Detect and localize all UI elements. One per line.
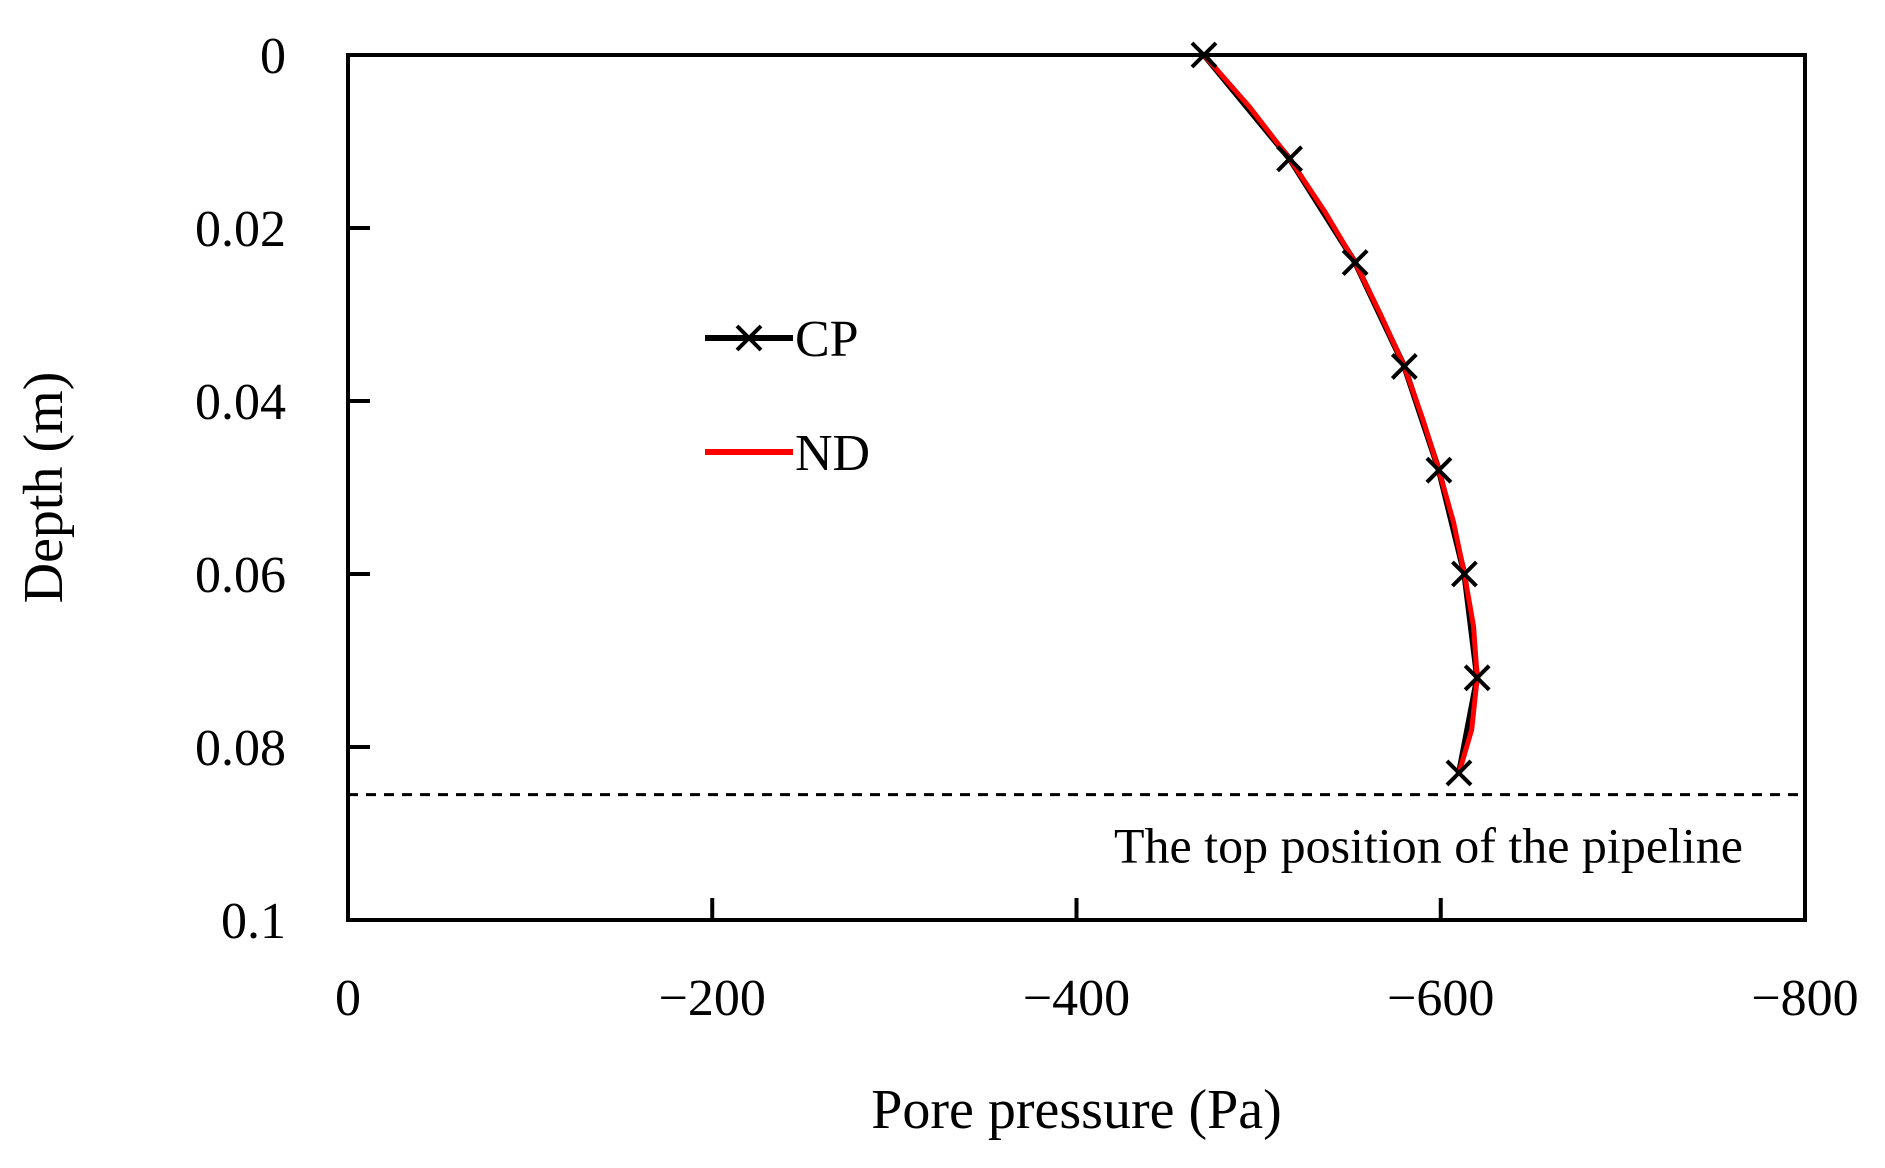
series-cp-point — [1425, 456, 1453, 484]
series-cp-point — [1463, 664, 1491, 692]
y-tick-label: 0.08 — [195, 720, 286, 777]
series-nd-line — [1201, 52, 1480, 776]
series-cp-point — [1341, 249, 1369, 277]
y-tick-label: 0.04 — [195, 374, 286, 431]
x-tick-label: −800 — [1751, 970, 1858, 1027]
x-tick-label: −400 — [1023, 970, 1130, 1027]
y-axis-title: Depth (m) — [13, 372, 75, 604]
legend-nd-label: ND — [795, 425, 870, 482]
legend-entry-nd: ND — [705, 425, 870, 482]
legend-cp-label: CP — [795, 311, 859, 368]
tick-layer: 0 −200 −400 −600 −800 0 0.02 0.04 0.06 0.08 0.1 — [195, 28, 1859, 1027]
y-tick-label: 0.1 — [221, 893, 286, 950]
legend-cp-marker — [735, 324, 763, 352]
pipeline-annotation: The top position of the pipeline — [1114, 818, 1743, 874]
legend-entry-cp: CP — [705, 311, 859, 368]
series-cp-line — [1201, 53, 1481, 774]
plot-area-frame — [346, 53, 1807, 922]
series-cp-point — [1445, 759, 1473, 787]
x-tick-label: −600 — [1387, 970, 1494, 1027]
series-layer — [1190, 41, 1491, 787]
series-cp-point — [1451, 560, 1478, 588]
y-tick-label: 0 — [260, 28, 286, 85]
legend: CP ND — [705, 311, 870, 482]
x-tick-label: −200 — [659, 970, 766, 1027]
series-cp-point — [1390, 352, 1418, 380]
series-cp-point — [1276, 145, 1304, 173]
y-tick-label: 0.06 — [195, 547, 286, 604]
y-tick-label: 0.02 — [195, 201, 286, 258]
x-axis-title: Pore pressure (Pa) — [871, 1079, 1282, 1141]
x-tick-label: 0 — [335, 970, 361, 1027]
